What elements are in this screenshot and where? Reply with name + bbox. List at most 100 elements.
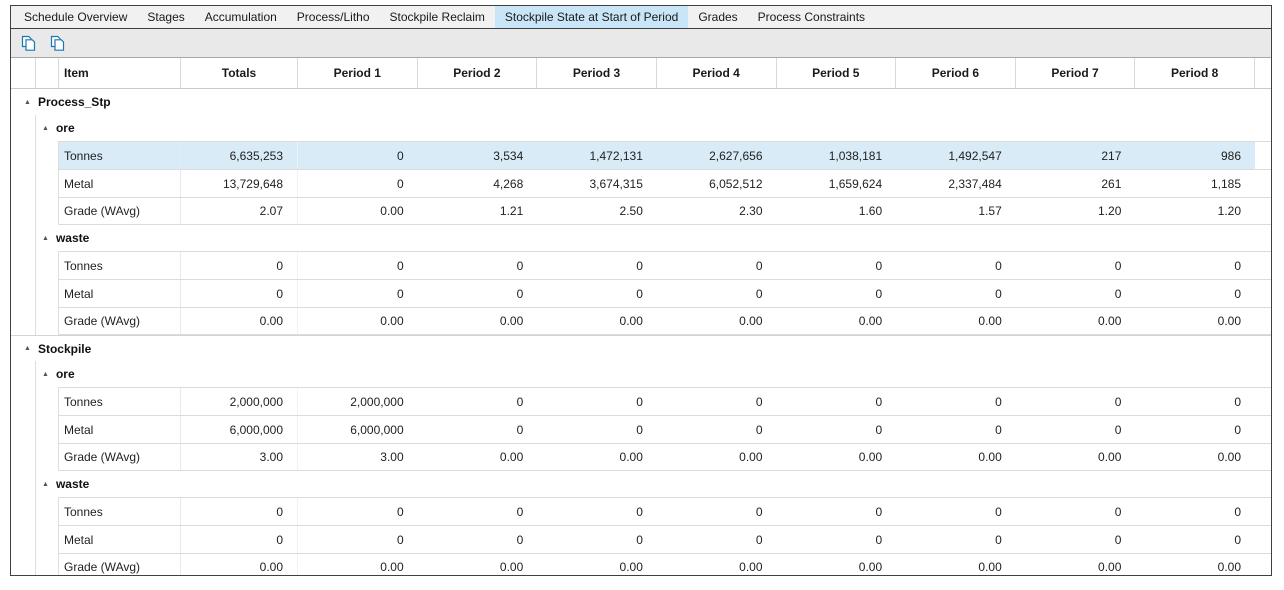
- table-cell: 1,472,131: [589, 148, 643, 163]
- table-row[interactable]: Tonnes 6,635,253 0 3,534 1,472,131 2,627,656 1…: [11, 141, 1271, 169]
- collapse-icon[interactable]: ▲: [24, 345, 31, 352]
- table-cell: 0: [1114, 532, 1122, 547]
- table-cell: 2,000,000: [350, 394, 404, 409]
- collapse-icon[interactable]: ▲: [42, 234, 49, 242]
- copy-alt-button[interactable]: [47, 33, 67, 53]
- row-item-label: Grade (WAvg): [59, 198, 181, 224]
- table-cell: 0.00: [380, 204, 404, 218]
- table-cell: 0: [755, 422, 763, 437]
- table-cell: 2.07: [181, 198, 298, 224]
- column-header-totals[interactable]: Totals: [181, 58, 298, 88]
- tab-process-litho[interactable]: Process/Litho: [296, 10, 370, 24]
- table-cell: 3.00: [181, 444, 298, 470]
- table-cell: 0: [516, 258, 524, 273]
- subgroup-row-process-stp-waste[interactable]: ▲ waste: [11, 225, 1271, 251]
- column-header-period-2[interactable]: Period 2: [418, 58, 538, 88]
- collapse-icon[interactable]: ▲: [24, 98, 31, 106]
- header-filler-column: [1255, 58, 1271, 88]
- collapse-icon[interactable]: ▲: [42, 124, 49, 132]
- table-cell: 3,674,315: [589, 176, 643, 191]
- row-item-label: Metal: [59, 170, 181, 197]
- copy-button[interactable]: [18, 33, 38, 53]
- table-cell: 0: [516, 422, 524, 437]
- tab-accumulation[interactable]: Accumulation: [204, 10, 277, 24]
- table-cell: 1,038,181: [828, 148, 883, 163]
- row-item-label: Grade (WAvg): [59, 554, 181, 575]
- table-cell: 0: [636, 258, 643, 273]
- column-header-period-7[interactable]: Period 7: [1016, 58, 1136, 88]
- table-cell: 0.00: [978, 314, 1002, 328]
- table-cell: 3.00: [380, 450, 404, 464]
- indent-cell: [36, 497, 59, 525]
- row-item-label: Tonnes: [59, 142, 181, 169]
- table-row[interactable]: Metal 0 0 0 0 0 0 0 0 0: [11, 279, 1271, 307]
- column-header-item[interactable]: Item: [59, 58, 181, 88]
- table-row[interactable]: Metal 6,000,000 6,000,000 0 0 0 0 0 0 0: [11, 415, 1271, 443]
- table-row[interactable]: Tonnes 0 0 0 0 0 0 0 0 0: [11, 497, 1271, 525]
- header-expander-column: [11, 58, 36, 88]
- indent-cell: [36, 197, 59, 225]
- subgroup-row-stockpile-waste[interactable]: ▲ waste: [11, 471, 1271, 497]
- indent-cell: [11, 141, 36, 169]
- table-cell: 0.00: [739, 560, 763, 574]
- indent-cell: [36, 443, 59, 471]
- header-indent-column: [36, 58, 59, 88]
- indent-cell: [11, 115, 36, 141]
- table-row[interactable]: Grade (WAvg) 3.00 3.00 0.00 0.00 0.00 0.00 0.00…: [11, 443, 1271, 471]
- column-header-period-8[interactable]: Period 8: [1135, 58, 1255, 88]
- indent-cell: [11, 251, 36, 279]
- table-cell: 0: [1114, 422, 1122, 437]
- row-item-label: Metal: [59, 416, 181, 443]
- indent-cell: [36, 279, 59, 307]
- tab-stockpile-state-at-start-of-period[interactable]: Stockpile State at Start of Period: [494, 6, 689, 28]
- indent-cell: [36, 553, 59, 575]
- indent-cell: [11, 197, 36, 225]
- column-header-period-3[interactable]: Period 3: [537, 58, 657, 88]
- table-cell: 0.00: [1098, 560, 1122, 574]
- table-cell: 0.00: [619, 560, 643, 574]
- table-cell: 0.00: [978, 560, 1002, 574]
- column-header-period-4[interactable]: Period 4: [657, 58, 777, 88]
- tab-stages[interactable]: Stages: [147, 10, 185, 24]
- table-row[interactable]: Grade (WAvg) 2.07 0.00 1.21 2.50 2.30 1.60 1.57…: [11, 197, 1271, 225]
- table-cell: 1,492,547: [948, 148, 1002, 163]
- table-cell: 0: [995, 504, 1002, 519]
- column-header-period-6[interactable]: Period 6: [896, 58, 1016, 88]
- table-cell: 0: [995, 422, 1002, 437]
- indent-cell: [36, 307, 59, 335]
- table-row[interactable]: Grade (WAvg) 0.00 0.00 0.00 0.00 0.00 0.00 0.00…: [11, 307, 1271, 335]
- table-row[interactable]: Metal 13,729,648 0 4,268 3,674,315 6,052,512 1…: [11, 169, 1271, 197]
- table-cell: 0.00: [499, 314, 524, 328]
- tab-stockpile-reclaim[interactable]: Stockpile Reclaim: [389, 10, 485, 24]
- subgroup-row-stockpile-ore[interactable]: ▲ ore: [11, 361, 1271, 387]
- row-filler-cell: [1255, 170, 1271, 197]
- group-row-stockpile[interactable]: ▲ Stockpile: [11, 335, 1271, 361]
- row-cells: Grade (WAvg) 2.07 0.00 1.21 2.50 2.30 1.60 1.57…: [59, 197, 1271, 225]
- table-cell: 0: [181, 526, 298, 553]
- tab-schedule-overview[interactable]: Schedule Overview: [24, 10, 128, 24]
- table-cell: 0.00: [1098, 450, 1122, 464]
- table-cell: 0: [995, 532, 1002, 547]
- table-row[interactable]: Grade (WAvg) 0.00 0.00 0.00 0.00 0.00 0.00 0.00…: [11, 553, 1271, 575]
- table-cell: 0.00: [181, 554, 298, 575]
- table-row[interactable]: Tonnes 0 0 0 0 0 0 0 0 0: [11, 251, 1271, 279]
- table-row[interactable]: Tonnes 2,000,000 2,000,000 0 0 0 0 0 0 0: [11, 387, 1271, 415]
- collapse-icon[interactable]: ▲: [42, 370, 49, 378]
- tab-process-constraints[interactable]: Process Constraints: [757, 10, 866, 24]
- column-header-period-5[interactable]: Period 5: [777, 58, 897, 88]
- report-panel: Schedule Overview Stages Accumulation Proce…: [10, 5, 1272, 576]
- tab-grades[interactable]: Grades: [698, 10, 738, 24]
- table-cell: 0: [1234, 394, 1241, 409]
- collapse-icon[interactable]: ▲: [42, 480, 49, 488]
- table-row[interactable]: Metal 0 0 0 0 0 0 0 0 0: [11, 525, 1271, 553]
- table-cell: 0: [995, 394, 1002, 409]
- table-cell: 0: [516, 532, 524, 547]
- table-cell: 0: [755, 394, 763, 409]
- table-cell: 0.00: [1217, 560, 1241, 574]
- subgroup-row-process-stp-ore[interactable]: ▲ ore: [11, 115, 1271, 141]
- data-grid: Item Totals Period 1 Period 2 Period 3 Period…: [11, 58, 1271, 575]
- group-row-process-stp[interactable]: ▲ Process_Stp: [11, 89, 1271, 115]
- table-cell: 0.00: [380, 560, 404, 574]
- column-header-period-1[interactable]: Period 1: [298, 58, 418, 88]
